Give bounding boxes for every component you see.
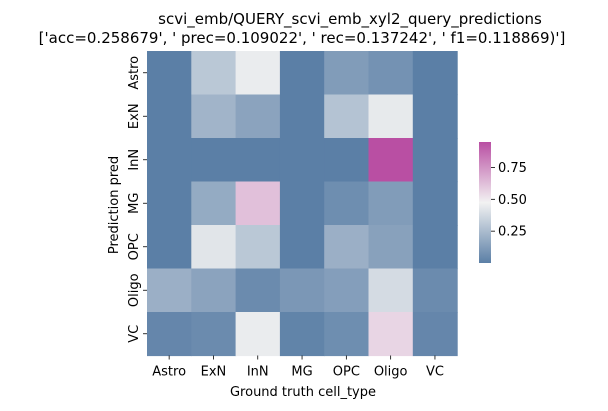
heatmap-cell-InN-VC	[412, 138, 458, 183]
x-tick-label: Astro	[152, 365, 186, 380]
heatmap-cell-OPC-Astro	[147, 225, 192, 270]
heatmap-cell-Astro-MG	[279, 51, 325, 96]
heatmap-cell-InN-Astro	[147, 138, 192, 183]
colorbar	[479, 142, 491, 263]
heatmap-cell-ExN-Oligo	[368, 94, 414, 139]
y-tick-label: Astro	[127, 56, 142, 90]
heatmap-cell-OPC-MG	[279, 225, 325, 270]
heatmap-cell-InN-OPC	[324, 138, 370, 183]
y-tick-label: ExN	[127, 103, 142, 129]
y-tick-labels: Astro ExN InN MG OPC Oligo VC	[127, 56, 147, 343]
heatmap-cells	[147, 51, 458, 357]
heatmap-cell-ExN-InN	[235, 94, 281, 139]
heatmap-cell-Oligo-MG	[279, 268, 325, 313]
heatmap-cell-Oligo-Oligo	[368, 268, 414, 313]
heatmap-cell-VC-Oligo	[368, 312, 414, 357]
x-tick-label: InN	[247, 365, 269, 380]
heatmap-cell-ExN-Astro	[147, 94, 192, 139]
heatmap-cell-VC-MG	[279, 312, 325, 357]
y-tick-label: VC	[127, 325, 142, 343]
heatmap-cell-MG-InN	[235, 181, 281, 226]
heatmap-cell-InN-InN	[235, 138, 281, 183]
heatmap-cell-OPC-InN	[235, 225, 281, 270]
colorbar-ticks: 0.25 0.50 0.75	[491, 161, 527, 240]
heatmap-cell-InN-MG	[279, 138, 325, 183]
y-axis-label: Prediction pred	[107, 156, 122, 254]
heatmap-cell-MG-Astro	[147, 181, 192, 226]
heatmap-cell-Astro-Oligo	[368, 51, 414, 96]
x-tick-label: ExN	[201, 365, 227, 380]
heatmap-cell-OPC-Oligo	[368, 225, 414, 270]
chart-title-line2: ['acc=0.258679', ' prec=0.109022', ' rec…	[39, 29, 566, 47]
heatmap-cell-ExN-ExN	[191, 94, 237, 139]
heatmap-cell-Oligo-OPC	[324, 268, 370, 313]
x-tick-label: Oligo	[374, 365, 408, 380]
chart-title-line1: scvi_emb/QUERY_scvi_emb_xyl2_query_predi…	[158, 10, 542, 29]
heatmap-cell-Astro-InN	[235, 51, 281, 96]
heatmap-cell-ExN-OPC	[324, 94, 370, 139]
heatmap-cell-MG-VC	[412, 181, 458, 226]
heatmap-cell-Astro-VC	[412, 51, 458, 96]
heatmap-cell-MG-ExN	[191, 181, 237, 226]
heatmap-cell-Oligo-InN	[235, 268, 281, 313]
heatmap-cell-VC-Astro	[147, 312, 192, 357]
x-tick-labels: Astro ExN InN MG OPC Oligo VC	[152, 355, 444, 380]
heatmap-cell-Astro-OPC	[324, 51, 370, 96]
heatmap-cell-Oligo-Astro	[147, 268, 192, 313]
y-tick-label: InN	[127, 149, 142, 171]
heatmap-cell-OPC-ExN	[191, 225, 237, 270]
x-tick-label: VC	[426, 365, 444, 380]
x-axis-label: Ground truth cell_type	[230, 385, 376, 400]
heatmap-cell-Oligo-ExN	[191, 268, 237, 313]
heatmap-cell-OPC-VC	[412, 225, 458, 270]
heatmap-cell-OPC-OPC	[324, 225, 370, 270]
heatmap-cell-VC-VC	[412, 312, 458, 357]
heatmap-cell-MG-MG	[279, 181, 325, 226]
y-tick-label: Oligo	[127, 273, 142, 307]
x-tick-label: OPC	[333, 365, 360, 380]
heatmap-cell-ExN-MG	[279, 94, 325, 139]
colorbar-tick-label: 0.75	[498, 161, 527, 176]
heatmap-cell-VC-ExN	[191, 312, 237, 357]
heatmap-cell-Astro-Astro	[147, 51, 192, 96]
colorbar-tick-label: 0.25	[498, 225, 527, 240]
heatmap-cell-VC-OPC	[324, 312, 370, 357]
heatmap-cell-ExN-VC	[412, 94, 458, 139]
y-tick-label: MG	[127, 193, 142, 214]
heatmap-cell-InN-ExN	[191, 138, 237, 183]
y-tick-label: OPC	[127, 233, 142, 260]
heatmap-cell-MG-Oligo	[368, 181, 414, 226]
heatmap-cell-MG-OPC	[324, 181, 370, 226]
heatmap-cell-VC-InN	[235, 312, 281, 357]
colorbar-tick-label: 0.50	[498, 193, 527, 208]
heatmap-cell-Astro-ExN	[191, 51, 237, 96]
heatmap-cell-InN-Oligo	[368, 138, 414, 183]
heatmap-cell-Oligo-VC	[412, 268, 458, 313]
x-tick-label: MG	[291, 365, 312, 380]
